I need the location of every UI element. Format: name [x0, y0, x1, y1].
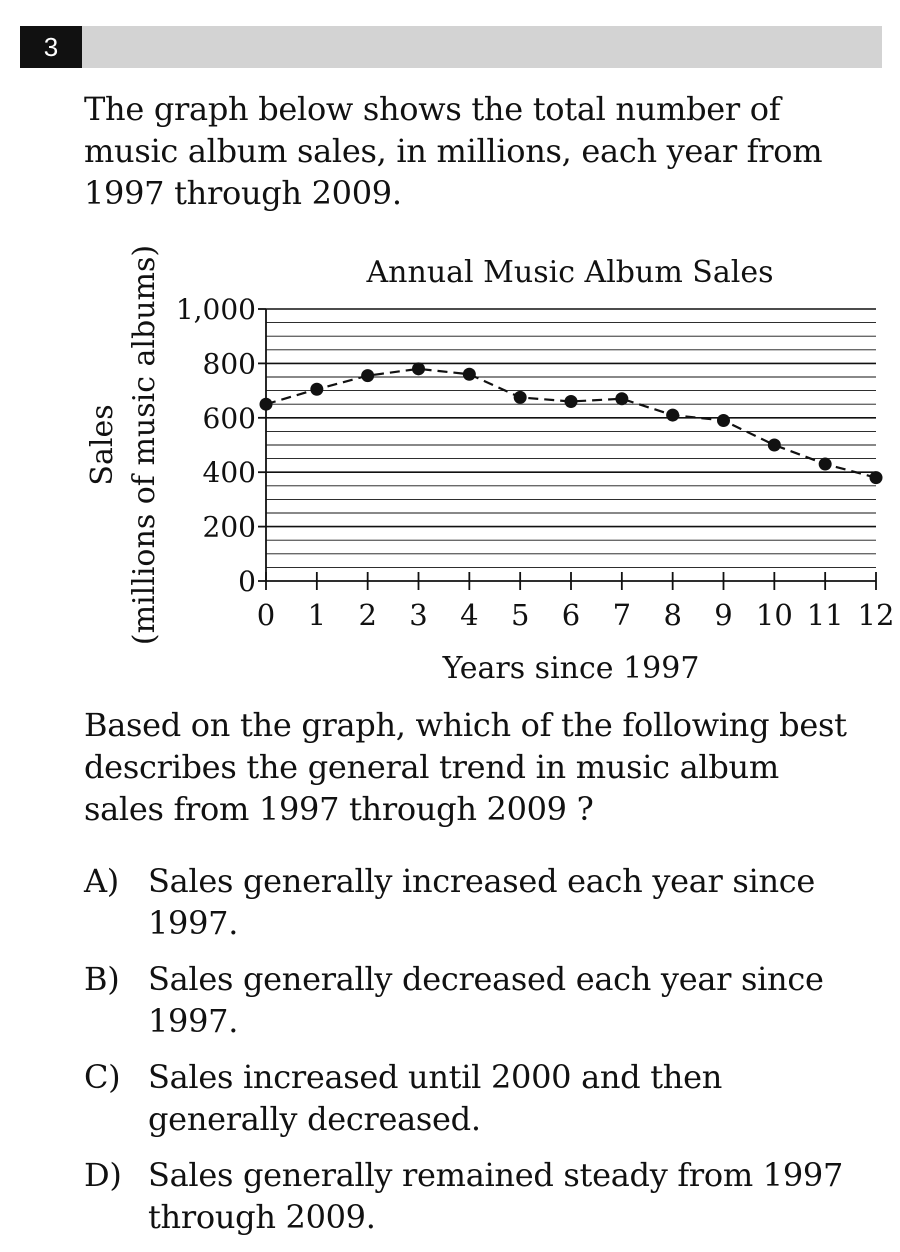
choice-letter: B)	[84, 960, 120, 998]
x-tick-label: 11	[807, 598, 844, 632]
choice-text: Sales increased until 2000 and then gene…	[148, 1058, 723, 1138]
data-point	[259, 397, 273, 411]
x-tick-label: 2	[358, 598, 376, 632]
choice-text: Sales generally remained steady from 199…	[148, 1156, 844, 1236]
data-point	[361, 369, 375, 383]
data-point	[717, 414, 730, 428]
x-tick-label: 12	[858, 598, 895, 632]
choice-letter: C)	[84, 1058, 121, 1096]
y-tick-label: 0	[238, 565, 256, 598]
x-tick-label: 9	[714, 598, 732, 632]
y-tick-label: 600	[203, 402, 256, 435]
data-point	[615, 392, 629, 406]
x-axis-label: Years since 1997	[442, 651, 700, 686]
y-tick-label: 800	[203, 347, 256, 380]
question-number: 3	[20, 26, 82, 68]
choice-b[interactable]: B) Sales generally decreased each year s…	[84, 958, 874, 1042]
x-tick-label: 6	[562, 598, 580, 632]
choice-c[interactable]: C) Sales increased until 2000 and then g…	[84, 1056, 874, 1140]
data-point	[462, 367, 476, 381]
choice-d[interactable]: D) Sales generally remained steady from …	[84, 1154, 874, 1238]
data-point	[564, 394, 578, 408]
choice-text: Sales generally decreased each year sinc…	[148, 960, 824, 1040]
y-axis-label: Sales	[85, 404, 120, 485]
x-tick-label: 7	[613, 598, 631, 632]
data-point	[412, 362, 425, 376]
x-tick-label: 5	[511, 598, 529, 632]
data-point	[767, 438, 781, 452]
data-point	[666, 408, 680, 422]
y-tick-label: 400	[203, 456, 256, 489]
question-header-bar	[20, 26, 882, 68]
series-line	[265, 367, 877, 479]
y-axis-label-units: (millions of music albums)	[127, 245, 162, 645]
answer-choices: A) Sales generally increased each year s…	[84, 860, 874, 1252]
choice-text: Sales generally increased each year sinc…	[148, 862, 816, 942]
data-point	[513, 390, 527, 404]
chart-title: Annual Music Album Sales	[366, 255, 774, 290]
data-point	[818, 457, 832, 471]
data-point	[310, 382, 324, 396]
x-tick-label: 8	[663, 598, 681, 632]
x-tick-label: 0	[257, 598, 275, 632]
y-tick-label: 1,000	[176, 293, 256, 326]
chart-grid	[266, 308, 876, 568]
data-point	[869, 471, 883, 485]
question-followup: Based on the graph, which of the followi…	[84, 706, 847, 828]
y-tick-label: 200	[203, 511, 256, 544]
choice-letter: D)	[84, 1156, 122, 1194]
choice-a[interactable]: A) Sales generally increased each year s…	[84, 860, 874, 944]
x-tick-label: 3	[409, 598, 427, 632]
x-tick-label: 1	[308, 598, 326, 632]
choice-letter: A)	[84, 862, 119, 900]
question-prompt: The graph below shows the total number o…	[84, 90, 823, 212]
x-tick-label: 4	[460, 598, 478, 632]
chart-series	[259, 362, 883, 485]
x-tick-label: 10	[756, 598, 793, 632]
